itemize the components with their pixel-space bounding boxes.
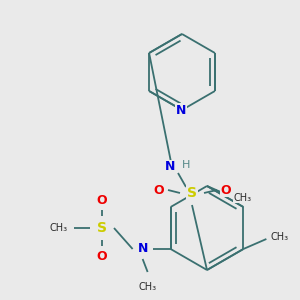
Text: CH₃: CH₃	[234, 193, 252, 203]
Text: CH₃: CH₃	[50, 223, 68, 233]
Text: N: N	[176, 103, 186, 116]
Text: O: O	[154, 184, 164, 196]
Text: S: S	[97, 221, 107, 235]
Text: H: H	[182, 160, 190, 170]
Text: O: O	[97, 250, 107, 262]
Text: CH₃: CH₃	[270, 232, 288, 242]
Text: N: N	[137, 242, 148, 256]
Text: CH₃: CH₃	[139, 282, 157, 292]
Text: O: O	[97, 194, 107, 206]
Text: S: S	[187, 186, 197, 200]
Text: N: N	[165, 160, 175, 173]
Text: O: O	[221, 184, 231, 196]
